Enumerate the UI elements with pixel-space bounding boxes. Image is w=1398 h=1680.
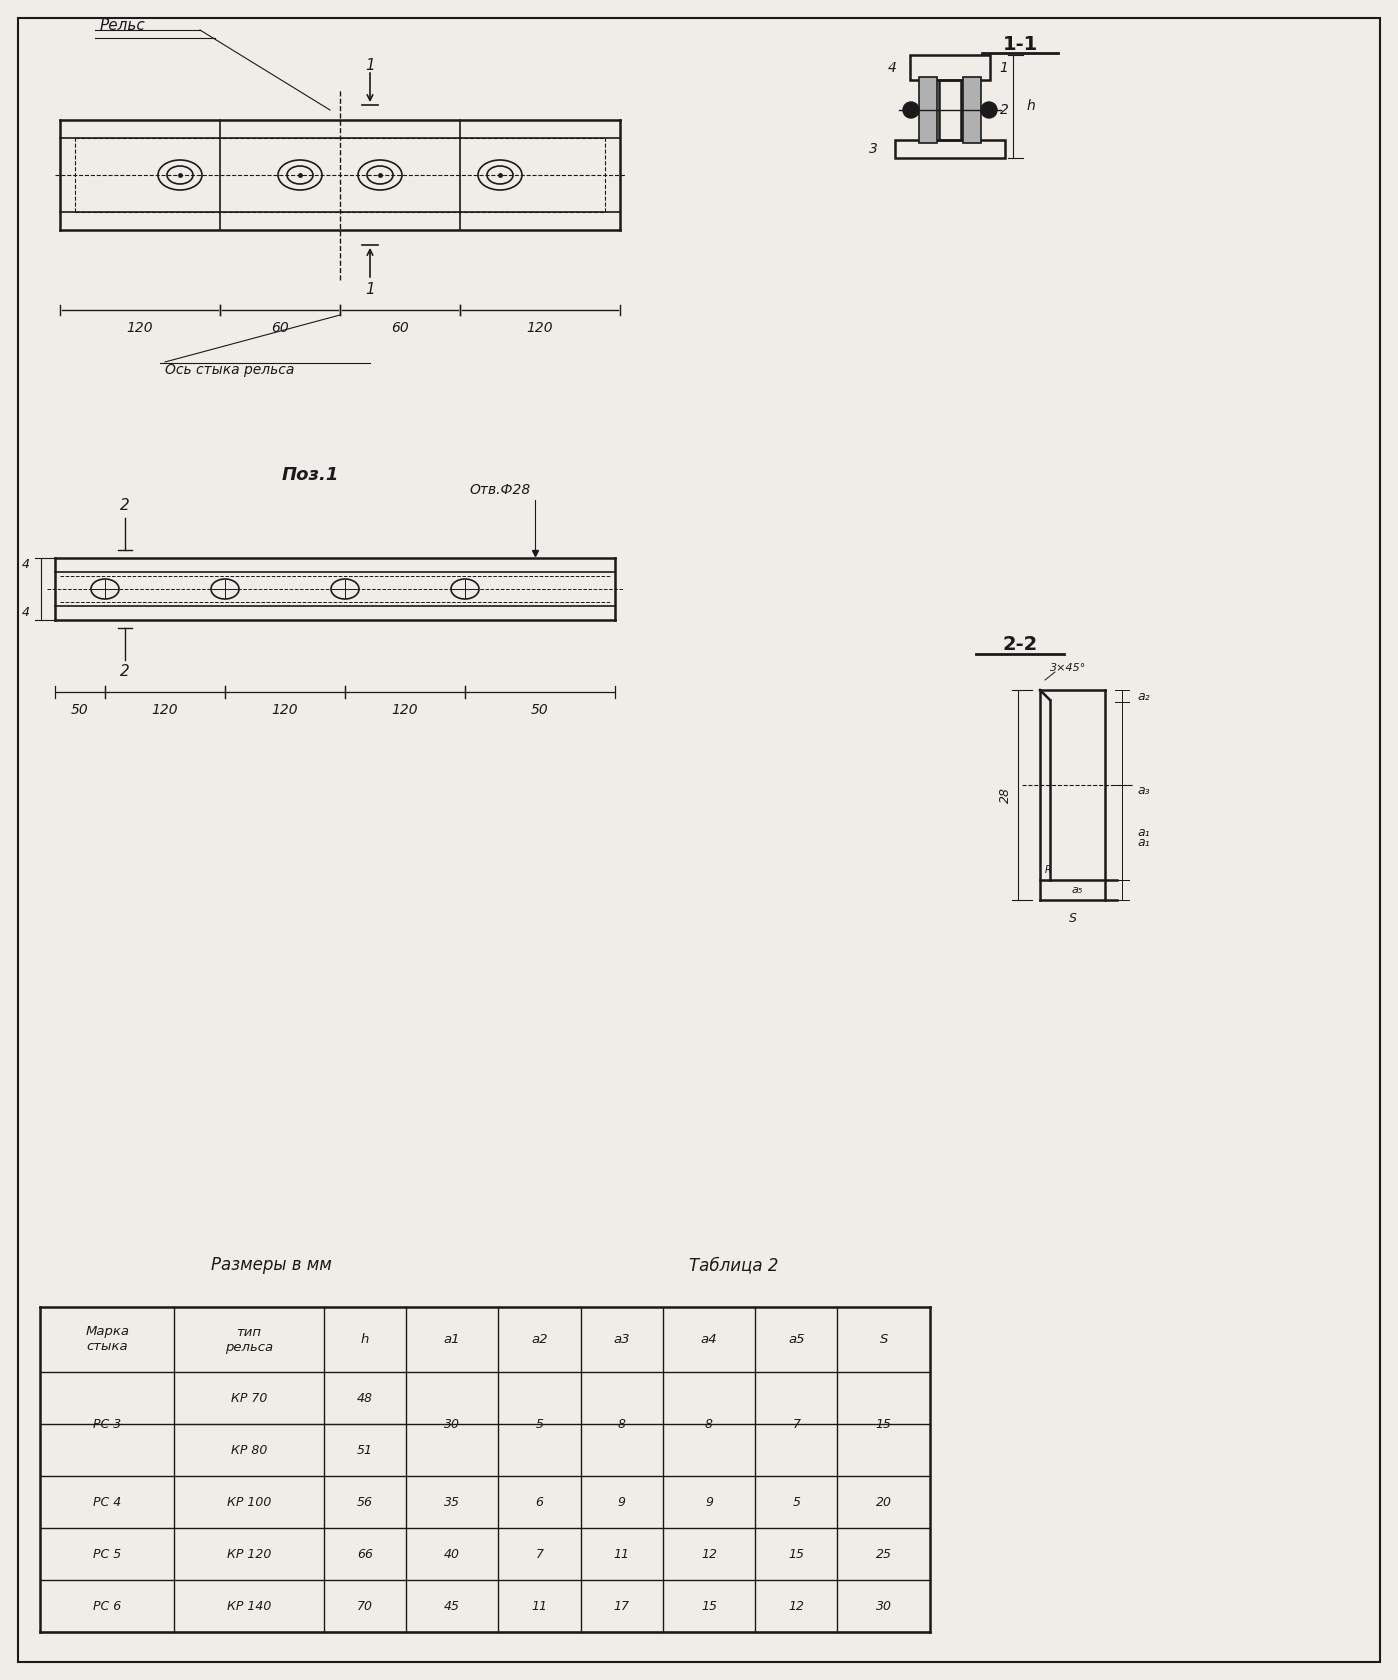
Bar [918, 77, 937, 143]
Text: Размеры в мм: Размеры в мм [211, 1257, 331, 1273]
Circle shape [903, 102, 918, 118]
Text: 50: 50 [71, 702, 89, 717]
Text: а₁: а₁ [1137, 837, 1149, 848]
Text: 35: 35 [445, 1495, 460, 1509]
Text: 1: 1 [365, 57, 375, 72]
Text: 4: 4 [888, 60, 896, 74]
Text: Марка
стыка: Марка стыка [85, 1326, 129, 1354]
Text: 17: 17 [614, 1599, 629, 1613]
Text: Таблица 2: Таблица 2 [689, 1257, 779, 1273]
Text: 1: 1 [365, 282, 375, 297]
Text: 4: 4 [22, 558, 29, 571]
Text: 2: 2 [1000, 102, 1008, 118]
Text: 7: 7 [535, 1547, 544, 1561]
Text: а₂: а₂ [1137, 689, 1149, 702]
Text: h: h [1026, 99, 1036, 114]
Text: 40: 40 [445, 1547, 460, 1561]
Text: 51: 51 [356, 1443, 373, 1457]
Text: а₅: а₅ [1072, 885, 1083, 895]
Text: 2: 2 [120, 499, 130, 514]
Text: R: R [1044, 865, 1051, 875]
Text: КР 80: КР 80 [231, 1443, 267, 1457]
Text: а₁: а₁ [1137, 827, 1149, 838]
Text: РС 4: РС 4 [94, 1495, 122, 1509]
Text: S: S [1068, 912, 1076, 924]
Text: 60: 60 [391, 321, 408, 334]
Text: КР 70: КР 70 [231, 1391, 267, 1404]
Text: 15: 15 [875, 1418, 892, 1430]
Text: 8: 8 [705, 1418, 713, 1430]
Circle shape [981, 102, 997, 118]
Text: 120: 120 [391, 702, 418, 717]
Text: 8: 8 [618, 1418, 626, 1430]
Text: 25: 25 [875, 1547, 892, 1561]
Text: 12: 12 [700, 1547, 717, 1561]
Bar [939, 81, 960, 139]
Text: РС 5: РС 5 [94, 1547, 122, 1561]
Text: 120: 120 [271, 702, 298, 717]
Text: 120: 120 [127, 321, 154, 334]
Text: 56: 56 [356, 1495, 373, 1509]
Text: а2: а2 [531, 1332, 548, 1346]
Text: а1: а1 [445, 1332, 460, 1346]
Text: 6: 6 [535, 1495, 544, 1509]
Text: 2: 2 [120, 665, 130, 679]
Text: 11: 11 [614, 1547, 629, 1561]
Text: 2-2: 2-2 [1002, 635, 1037, 655]
Text: 7: 7 [793, 1418, 800, 1430]
Text: 120: 120 [527, 321, 554, 334]
Text: 5: 5 [535, 1418, 544, 1430]
Text: h: h [361, 1332, 369, 1346]
Text: 1: 1 [1000, 60, 1008, 74]
Text: Рельс: Рельс [101, 17, 145, 32]
Text: 30: 30 [875, 1599, 892, 1613]
Text: а3: а3 [614, 1332, 630, 1346]
Text: S: S [879, 1332, 888, 1346]
Text: а₃: а₃ [1137, 785, 1149, 798]
Text: 4: 4 [22, 606, 29, 620]
Text: 15: 15 [788, 1547, 804, 1561]
Text: 9: 9 [705, 1495, 713, 1509]
Text: 45: 45 [445, 1599, 460, 1613]
Text: 11: 11 [531, 1599, 548, 1613]
Text: 1-1: 1-1 [1002, 35, 1037, 54]
Bar [910, 55, 990, 81]
Text: 28: 28 [998, 786, 1012, 803]
Bar [963, 77, 981, 143]
Text: КР 120: КР 120 [226, 1547, 271, 1561]
Text: РС 3: РС 3 [94, 1418, 122, 1430]
Text: а4: а4 [700, 1332, 717, 1346]
Text: 66: 66 [356, 1547, 373, 1561]
Text: 50: 50 [531, 702, 549, 717]
Text: а5: а5 [788, 1332, 805, 1346]
Text: 12: 12 [788, 1599, 804, 1613]
Text: 20: 20 [875, 1495, 892, 1509]
Text: Ось стыка рельса: Ось стыка рельса [165, 363, 295, 376]
Text: КР 140: КР 140 [226, 1599, 271, 1613]
Text: РС 6: РС 6 [94, 1599, 122, 1613]
Text: 60: 60 [271, 321, 289, 334]
Text: КР 100: КР 100 [226, 1495, 271, 1509]
Text: Поз.1: Поз.1 [281, 465, 338, 484]
Text: 30: 30 [445, 1418, 460, 1430]
Text: 9: 9 [618, 1495, 626, 1509]
Text: 5: 5 [793, 1495, 800, 1509]
Text: Отв.Ф28: Отв.Ф28 [470, 484, 531, 497]
Text: 48: 48 [356, 1391, 373, 1404]
Text: 15: 15 [700, 1599, 717, 1613]
Text: 3×45°: 3×45° [1050, 664, 1086, 674]
Text: 70: 70 [356, 1599, 373, 1613]
Text: 3: 3 [868, 143, 878, 156]
Text: тип
рельса: тип рельса [225, 1326, 273, 1354]
Text: 120: 120 [152, 702, 179, 717]
Bar [895, 139, 1005, 158]
